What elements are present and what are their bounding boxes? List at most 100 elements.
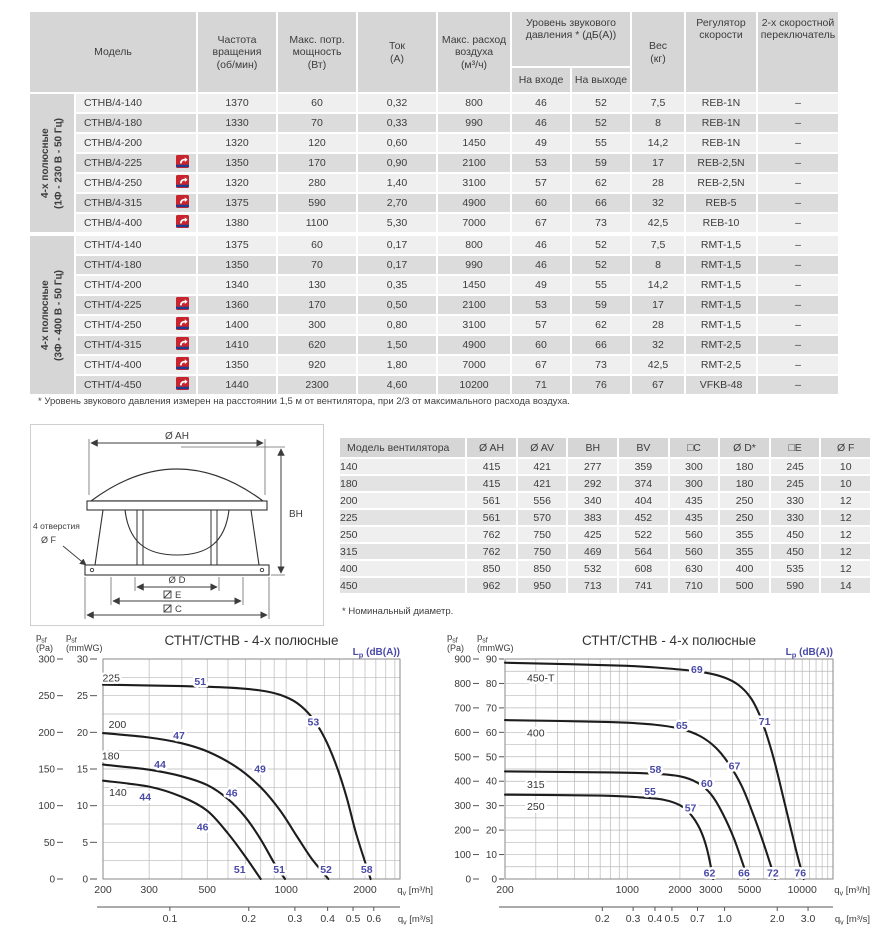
svg-text:500: 500 (198, 884, 216, 896)
spec-cell: 3100 (438, 174, 510, 192)
spec-cell: 1330 (198, 114, 276, 132)
erp-logo-icon (176, 357, 189, 370)
svg-text:62: 62 (704, 867, 716, 879)
spec-cell: 60 (278, 234, 356, 254)
svg-text:70: 70 (486, 703, 498, 714)
dims-header: □C (669, 438, 719, 457)
dims-cell: 330 (770, 493, 820, 508)
svg-text:30: 30 (77, 655, 89, 666)
spec-cell: 0,90 (358, 154, 436, 172)
spec-cell: 1450 (438, 134, 510, 152)
svg-text:700: 700 (454, 703, 471, 714)
svg-text:0.7: 0.7 (690, 913, 705, 925)
dims-cell: 560 (669, 544, 719, 559)
svg-text:10000: 10000 (788, 884, 817, 896)
spec-cell: 52 (572, 94, 630, 112)
table-row: 315 762 750 469 564 560 355 450 12 (340, 544, 870, 559)
svg-text:200: 200 (496, 884, 514, 896)
svg-text:60: 60 (486, 728, 498, 739)
dims-header: □E (770, 438, 820, 457)
dims-cell: 564 (619, 544, 668, 559)
model-cell: СТНВ/4-225 (76, 154, 196, 172)
spec-cell: – (758, 214, 838, 232)
dims-cell: 425 (568, 527, 618, 542)
dims-cell: 10 (821, 459, 870, 474)
dims-cell: 400 (720, 561, 769, 576)
svg-text:1000: 1000 (274, 884, 298, 896)
model-name: СТНТ/4-250 (84, 319, 142, 331)
dims-cell: 225 (340, 510, 466, 525)
table-row: 250 762 750 425 522 560 355 450 12 (340, 527, 870, 542)
svg-text:15: 15 (77, 765, 89, 776)
dims-header: Ø F (821, 438, 870, 457)
svg-text:46: 46 (226, 788, 238, 800)
dims-cell: 359 (619, 459, 668, 474)
dims-cell: 315 (340, 544, 466, 559)
spec-cell: 17 (632, 154, 684, 172)
spec-cell: 17 (632, 296, 684, 314)
spec-cell: 59 (572, 296, 630, 314)
spec-cell: 42,5 (632, 214, 684, 232)
spec-cell: 49 (512, 134, 570, 152)
svg-text:0.5: 0.5 (665, 913, 680, 925)
table-row: СТНВ/4-180 1330 70 0,33 990 46 52 8 REB-1N – (30, 114, 838, 132)
dims-cell: 250 (720, 493, 769, 508)
spec-cell: 1100 (278, 214, 356, 232)
svg-text:76: 76 (794, 867, 806, 879)
spec-cell: 1375 (198, 194, 276, 212)
dims-cell: 535 (770, 561, 820, 576)
table-row: 225 561 570 383 452 435 250 330 12 (340, 510, 870, 525)
table-row: 140 415 421 277 359 300 180 245 10 (340, 459, 870, 474)
spec-cell: 53 (512, 154, 570, 172)
svg-text:(mmWG): (mmWG) (66, 643, 102, 653)
dims-cell: 374 (619, 476, 668, 491)
spec-cell: 1380 (198, 214, 276, 232)
svg-text:225: 225 (102, 673, 120, 685)
dims-cell: 561 (467, 510, 516, 525)
svg-text:0.3: 0.3 (288, 913, 303, 925)
svg-text:10: 10 (486, 850, 498, 861)
svg-text:900: 900 (454, 655, 471, 666)
fan-dome (89, 468, 265, 502)
dims-cell: 630 (669, 561, 719, 576)
dims-cell: 14 (821, 578, 870, 593)
svg-text:72: 72 (767, 867, 779, 879)
spec-cell: 0,17 (358, 256, 436, 274)
svg-text:0.4: 0.4 (320, 913, 335, 925)
dims-cell: 180 (340, 476, 466, 491)
spec-cell: 57 (512, 174, 570, 192)
spec-cell: 0,50 (358, 296, 436, 314)
dims-cell: 200 (340, 493, 466, 508)
dims-cell: 590 (770, 578, 820, 593)
spec-cell: 60 (278, 94, 356, 112)
svg-text:0: 0 (49, 875, 55, 886)
model-cell: СТНВ/4-200 (76, 134, 196, 152)
dims-cell: 435 (669, 510, 719, 525)
spec-cell: 73 (572, 356, 630, 374)
svg-text:49: 49 (254, 764, 266, 776)
svg-text:55: 55 (644, 786, 656, 798)
spec-cell: RMT-1,5 (686, 276, 756, 294)
spec-cell: 1350 (198, 356, 276, 374)
model-cell: СТНТ/4-315 (76, 336, 196, 354)
dims-cell: 560 (669, 527, 719, 542)
erp-logo-icon (176, 175, 189, 188)
spec-cell: 10200 (438, 376, 510, 394)
dims-cell: 415 (467, 459, 516, 474)
svg-text:67: 67 (729, 761, 741, 773)
erp-logo-icon (176, 155, 189, 168)
svg-text:44: 44 (139, 791, 151, 803)
spec-cell: 67 (512, 214, 570, 232)
svg-text:300: 300 (454, 801, 471, 812)
svg-text:400: 400 (527, 727, 545, 739)
model-cell: СТНВ/4-250 (76, 174, 196, 192)
erp-logo-icon (176, 195, 189, 208)
dims-cell: 570 (517, 510, 567, 525)
svg-text:140: 140 (109, 787, 127, 799)
model-cell: СТНТ/4-400 (76, 356, 196, 374)
spec-cell: – (758, 376, 838, 394)
spec-cell: 73 (572, 214, 630, 232)
svg-text:(Pa): (Pa) (36, 643, 53, 653)
spec-cell: 800 (438, 234, 510, 254)
